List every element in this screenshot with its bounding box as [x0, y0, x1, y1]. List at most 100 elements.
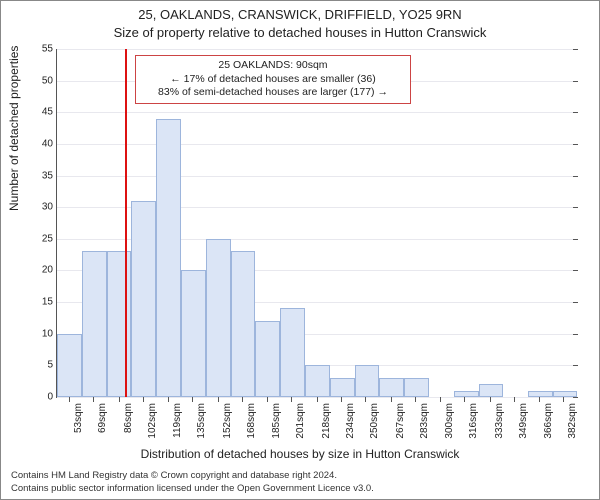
gridline-h — [57, 144, 577, 145]
xtick-label: 349sqm — [518, 403, 529, 439]
ytick-label: 25 — [42, 233, 57, 244]
gridline-h — [57, 49, 577, 50]
ytick-label: 55 — [42, 44, 57, 55]
xtick-mark — [563, 397, 564, 402]
histogram-bar — [330, 378, 355, 397]
ytick-mark — [573, 397, 578, 398]
ytick-label: 0 — [47, 392, 57, 403]
chart-title-address: 25, OAKLANDS, CRANSWICK, DRIFFIELD, YO25… — [1, 7, 599, 22]
xtick-label: 382sqm — [567, 403, 578, 439]
xtick-mark — [192, 397, 193, 402]
reference-line — [125, 49, 127, 397]
xtick-label: 267sqm — [395, 403, 406, 439]
histogram-bar — [355, 365, 380, 397]
chart-container: 25, OAKLANDS, CRANSWICK, DRIFFIELD, YO25… — [0, 0, 600, 500]
xtick-mark — [490, 397, 491, 402]
ytick-mark — [573, 81, 578, 82]
xtick-mark — [365, 397, 366, 402]
histogram-bar — [454, 391, 479, 397]
xtick-mark — [440, 397, 441, 402]
histogram-bar — [479, 384, 504, 397]
ytick-label: 35 — [42, 170, 57, 181]
histogram-bar — [206, 239, 231, 397]
xtick-label: 119sqm — [172, 403, 183, 438]
histogram-bar — [553, 391, 577, 397]
xtick-label: 102sqm — [147, 403, 158, 439]
ytick-label: 10 — [42, 328, 57, 339]
histogram-bar — [107, 251, 132, 397]
histogram-bar — [255, 321, 280, 397]
xtick-mark — [464, 397, 465, 402]
histogram-bar — [156, 119, 181, 397]
ytick-mark — [573, 365, 578, 366]
ytick-mark — [573, 49, 578, 50]
chart-subtitle: Size of property relative to detached ho… — [1, 25, 599, 40]
histogram-bar — [305, 365, 330, 397]
ytick-label: 45 — [42, 107, 57, 118]
histogram-bar — [404, 378, 429, 397]
histogram-bar — [57, 334, 82, 397]
histogram-bar — [131, 201, 156, 397]
xtick-mark — [514, 397, 515, 402]
histogram-bar — [379, 378, 404, 397]
ytick-label: 40 — [42, 138, 57, 149]
xtick-label: 135sqm — [196, 403, 207, 439]
xtick-mark — [119, 397, 120, 402]
xtick-mark — [341, 397, 342, 402]
ytick-label: 5 — [47, 360, 57, 371]
xtick-label: 168sqm — [246, 403, 257, 439]
xtick-mark — [291, 397, 292, 402]
xtick-mark — [415, 397, 416, 402]
ytick-mark — [573, 207, 578, 208]
xtick-label: 86sqm — [123, 403, 134, 433]
histogram-bar — [280, 308, 305, 397]
xtick-label: 152sqm — [222, 403, 233, 439]
xtick-label: 283sqm — [419, 403, 430, 439]
ytick-mark — [573, 270, 578, 271]
xtick-label: 201sqm — [295, 403, 306, 439]
ytick-label: 20 — [42, 265, 57, 276]
xtick-mark — [69, 397, 70, 402]
xtick-label: 250sqm — [369, 403, 380, 439]
histogram-bar — [82, 251, 107, 397]
ytick-mark — [573, 176, 578, 177]
ytick-label: 15 — [42, 297, 57, 308]
ytick-mark — [573, 302, 578, 303]
gridline-h — [57, 112, 577, 113]
ytick-label: 50 — [42, 75, 57, 86]
xtick-mark — [317, 397, 318, 402]
xtick-mark — [218, 397, 219, 402]
reference-annotation: 25 OAKLANDS: 90sqm ← 17% of detached hou… — [135, 55, 411, 104]
x-axis-label: Distribution of detached houses by size … — [1, 447, 599, 461]
histogram-bar — [231, 251, 256, 397]
attribution-line-2: Contains public sector information licen… — [11, 483, 374, 494]
annotation-larger: 83% of semi-detached houses are larger (… — [142, 86, 404, 100]
xtick-mark — [391, 397, 392, 402]
ytick-mark — [573, 144, 578, 145]
xtick-label: 333sqm — [494, 403, 505, 439]
xtick-mark — [143, 397, 144, 402]
plot-area: 051015202530354045505553sqm69sqm86sqm102… — [56, 49, 577, 398]
xtick-mark — [93, 397, 94, 402]
histogram-bar — [181, 270, 206, 397]
xtick-label: 53sqm — [73, 403, 84, 433]
ytick-mark — [573, 112, 578, 113]
xtick-mark — [242, 397, 243, 402]
ytick-mark — [573, 334, 578, 335]
xtick-label: 300sqm — [444, 403, 455, 439]
attribution-line-1: Contains HM Land Registry data © Crown c… — [11, 470, 337, 481]
xtick-label: 218sqm — [321, 403, 332, 439]
annotation-property: 25 OAKLANDS: 90sqm — [142, 59, 404, 73]
ytick-mark — [573, 239, 578, 240]
xtick-label: 185sqm — [271, 403, 282, 439]
xtick-mark — [267, 397, 268, 402]
xtick-label: 366sqm — [543, 403, 554, 439]
xtick-label: 316sqm — [468, 403, 479, 439]
xtick-label: 69sqm — [97, 403, 108, 433]
xtick-mark — [168, 397, 169, 402]
histogram-bar — [528, 391, 553, 397]
gridline-h — [57, 176, 577, 177]
y-axis-label: Number of detached properties — [7, 46, 21, 211]
annotation-smaller: ← 17% of detached houses are smaller (36… — [142, 73, 404, 87]
xtick-label: 234sqm — [345, 403, 356, 439]
